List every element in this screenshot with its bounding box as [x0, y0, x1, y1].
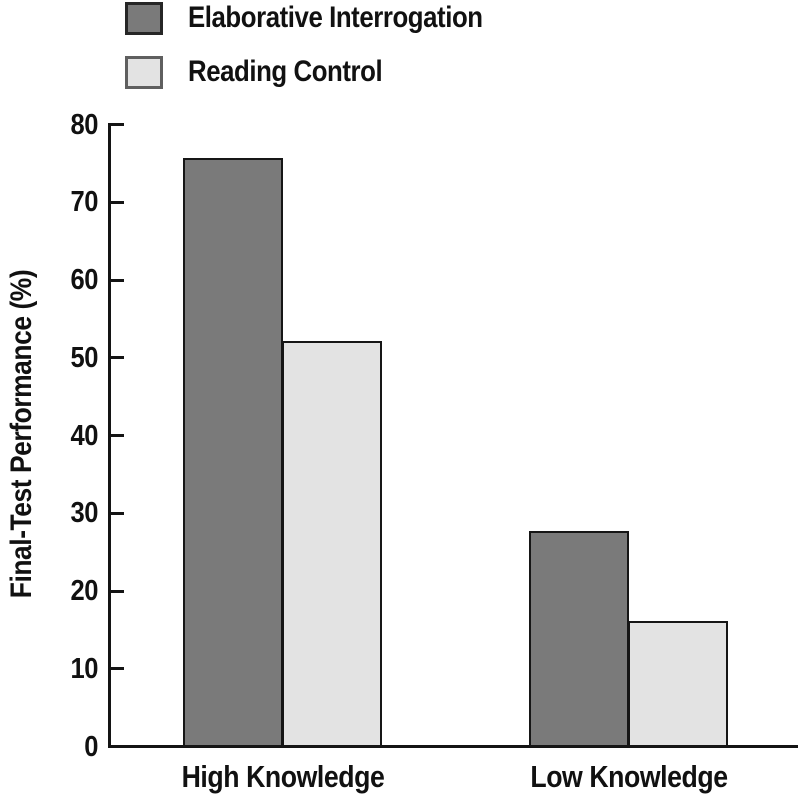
y-tick-label-50: 50 — [70, 341, 98, 374]
y-tick-80 — [111, 123, 124, 126]
y-tick-label-10: 10 — [70, 652, 98, 685]
y-tick-label-60: 60 — [70, 264, 98, 296]
y-tick-50 — [111, 356, 124, 360]
legend-item-elaborative-interrogation: Elaborative Interrogation — [125, 1, 531, 35]
y-tick-label-80: 80 — [70, 108, 98, 141]
y-tick-label-20: 20 — [70, 575, 98, 607]
legend-swatch-elaborative-interrogation — [125, 1, 163, 35]
x-category-label-low-knowledge: Low Knowledge — [529, 759, 728, 794]
y-tick-70 — [111, 200, 124, 204]
y-tick-30 — [111, 511, 124, 515]
x-category-label-high-knowledge: High Knowledge — [181, 759, 384, 794]
y-tick-60 — [111, 278, 124, 282]
y-tick-0 — [111, 745, 124, 748]
y-tick-label-30: 30 — [70, 497, 98, 530]
y-tick-label-70: 70 — [70, 186, 98, 219]
y-tick-40 — [111, 434, 124, 437]
legend-label-elaborative-interrogation: Elaborative Interrogation — [188, 1, 483, 34]
bar-reading-control-high-knowledge — [282, 341, 382, 747]
legend-item-reading-control: Reading Control — [125, 55, 531, 89]
y-tick-label-40: 40 — [70, 419, 98, 452]
bar-elaborative-interrogation-low-knowledge — [529, 531, 629, 747]
chart-legend: Elaborative Interrogation Reading Contro… — [125, 1, 531, 89]
legend-label-reading-control: Reading Control — [188, 55, 383, 88]
x-axis-line — [108, 745, 798, 748]
y-axis-line — [108, 123, 111, 748]
y-tick-10 — [111, 667, 124, 671]
legend-swatch-reading-control — [125, 55, 163, 89]
bar-reading-control-low-knowledge — [628, 621, 728, 747]
y-tick-label-0: 0 — [84, 730, 98, 763]
y-tick-20 — [111, 589, 124, 593]
bar-elaborative-interrogation-high-knowledge — [183, 158, 283, 747]
